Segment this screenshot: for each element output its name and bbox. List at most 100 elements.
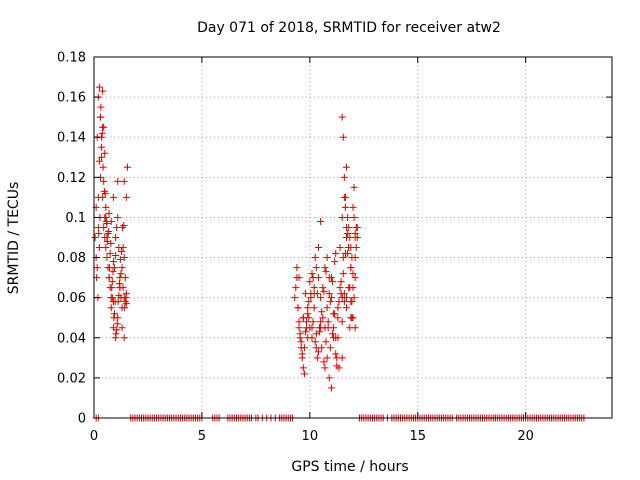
- data-point: [351, 274, 359, 282]
- data-point: [336, 244, 344, 252]
- data-point: [347, 298, 355, 306]
- data-point: [101, 149, 109, 157]
- y-axis-label: SRMTID / TECUs: [6, 182, 22, 295]
- data-point: [328, 278, 336, 286]
- data-point: [334, 304, 342, 312]
- data-point: [338, 113, 346, 121]
- data-point: [349, 314, 357, 322]
- data-point: [341, 193, 349, 201]
- y-tick-label: 0.1: [65, 211, 86, 226]
- data-point: [304, 304, 312, 312]
- data-point: [100, 123, 108, 131]
- data-point: [115, 292, 123, 300]
- data-point: [114, 213, 122, 221]
- data-point: [341, 203, 349, 211]
- data-point: [344, 250, 352, 258]
- data-point: [338, 294, 346, 302]
- data-point: [108, 294, 116, 302]
- x-axis-label: GPS time / hours: [291, 459, 408, 475]
- data-point: [335, 298, 343, 306]
- data-point: [313, 354, 321, 362]
- data-point: [109, 193, 117, 201]
- y-tick-label: 0.08: [57, 251, 86, 266]
- data-point: [310, 304, 318, 312]
- data-point: [302, 328, 310, 336]
- data-point: [120, 334, 128, 342]
- data-point: [331, 258, 339, 266]
- data-point: [326, 298, 334, 306]
- data-point: [326, 344, 334, 352]
- data-point: [102, 203, 110, 211]
- data-point: [113, 326, 121, 334]
- data-point: [303, 318, 311, 326]
- y-tick-label: 0.18: [57, 51, 86, 66]
- data-point: [93, 264, 101, 272]
- data-point: [310, 290, 318, 298]
- data-point: [121, 304, 129, 312]
- data-point: [338, 318, 346, 326]
- data-point: [112, 330, 120, 338]
- data-point: [296, 330, 304, 338]
- data-point: [94, 223, 102, 231]
- data-point: [319, 284, 327, 292]
- data-point: [109, 258, 117, 266]
- data-point: [106, 250, 114, 258]
- data-point: [299, 364, 307, 372]
- data-point: [96, 113, 104, 121]
- data-point: [295, 274, 303, 282]
- data-point: [98, 153, 106, 161]
- data-point: [319, 314, 327, 322]
- y-tick-label: 0.14: [57, 131, 86, 146]
- plot-frame: [93, 56, 613, 419]
- data-point: [345, 223, 353, 231]
- data-point: [325, 290, 333, 298]
- data-point: [112, 252, 120, 260]
- data-point: [337, 278, 345, 286]
- data-point: [309, 318, 317, 326]
- data-point: [122, 294, 130, 302]
- data-point: [119, 244, 127, 252]
- data-point: [123, 163, 131, 171]
- data-point: [351, 229, 359, 237]
- data-point: [333, 362, 341, 370]
- data-point: [308, 270, 316, 278]
- data-point: [343, 163, 351, 171]
- data-point: [122, 300, 130, 308]
- data-point: [304, 310, 312, 318]
- data-point: [321, 264, 329, 272]
- data-points: [91, 83, 588, 422]
- data-point: [291, 294, 299, 302]
- y-tick-label: 0.04: [57, 331, 86, 346]
- data-point: [318, 308, 326, 316]
- data-point: [352, 223, 360, 231]
- data-point: [308, 324, 316, 332]
- data-point: [105, 274, 113, 282]
- data-point: [94, 193, 102, 201]
- data-point: [346, 234, 354, 241]
- data-point: [323, 354, 331, 362]
- data-point: [103, 219, 111, 227]
- data-point: [293, 264, 301, 272]
- data-point: [317, 217, 325, 225]
- data-point: [107, 217, 115, 225]
- data-point: [295, 318, 303, 326]
- data-point: [324, 318, 332, 326]
- data-point: [343, 304, 351, 312]
- data-point: [324, 324, 332, 332]
- data-point: [110, 314, 118, 322]
- data-point: [114, 177, 122, 185]
- data-point: [298, 350, 306, 358]
- data-point: [122, 193, 130, 201]
- data-point: [121, 274, 129, 282]
- data-point: [95, 157, 103, 165]
- data-point: [292, 284, 300, 292]
- data-point: [344, 213, 352, 221]
- y-tick-label: 0: [78, 412, 86, 427]
- data-point: [111, 310, 119, 318]
- data-point: [316, 328, 324, 336]
- data-point: [295, 324, 303, 332]
- data-point: [118, 264, 126, 272]
- data-point: [350, 213, 358, 221]
